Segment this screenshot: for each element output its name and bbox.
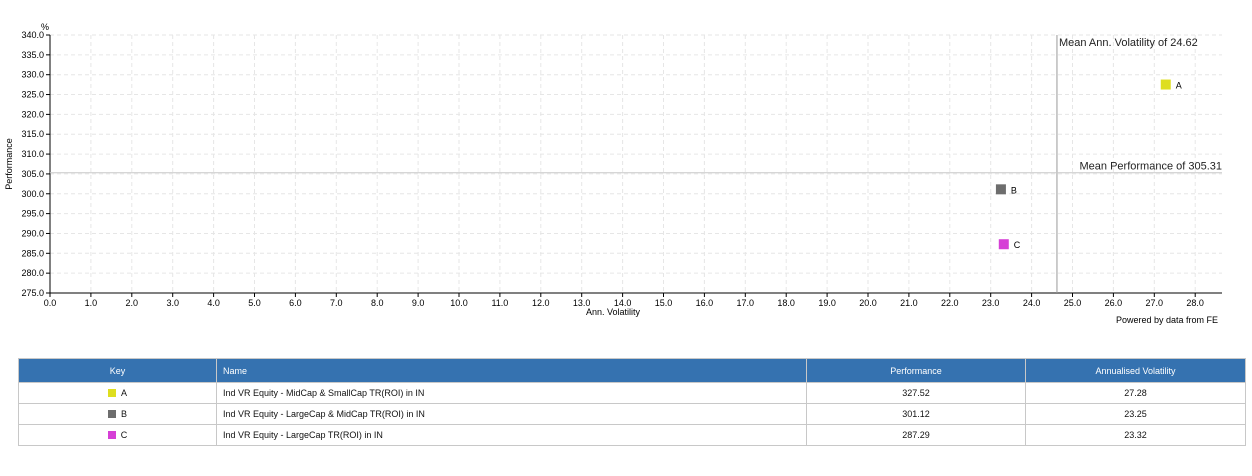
y-tick-label: 320.0	[21, 109, 44, 119]
x-tick-label: 17.0	[737, 298, 755, 308]
x-tick-label: 15.0	[655, 298, 673, 308]
data-point-label: C	[1014, 240, 1021, 250]
x-tick-label: 8.0	[371, 298, 384, 308]
x-tick-label: 10.0	[450, 298, 468, 308]
x-tick-label: 23.0	[982, 298, 1000, 308]
y-tick-label: 295.0	[21, 209, 44, 219]
y-tick-label: 285.0	[21, 248, 44, 258]
row-name: Ind VR Equity - LargeCap TR(ROI) in IN	[216, 424, 807, 446]
row-volatility: 23.32	[1025, 424, 1246, 446]
row-performance: 301.12	[806, 403, 1026, 425]
row-name: Ind VR Equity - MidCap & SmallCap TR(ROI…	[216, 382, 807, 404]
x-tick-label: 18.0	[777, 298, 795, 308]
header-performance: Performance	[806, 358, 1026, 383]
mean-performance-label: Mean Performance of 305.31	[1080, 161, 1222, 173]
x-tick-label: 4.0	[207, 298, 220, 308]
row-key-cell: B	[18, 403, 217, 425]
x-tick-label: 21.0	[900, 298, 918, 308]
color-swatch	[107, 431, 116, 439]
x-tick-label: 26.0	[1105, 298, 1123, 308]
y-tick-label: 340.0	[21, 30, 44, 40]
x-tick-label: 27.0	[1146, 298, 1164, 308]
table-row: A Ind VR Equity - MidCap & SmallCap TR(R…	[18, 382, 1246, 404]
y-tick-label: 330.0	[21, 70, 44, 80]
x-tick-label: 6.0	[289, 298, 302, 308]
x-tick-label: 20.0	[859, 298, 877, 308]
table-row: C Ind VR Equity - LargeCap TR(ROI) in IN…	[18, 424, 1246, 446]
row-name: Ind VR Equity - LargeCap & MidCap TR(ROI…	[216, 403, 807, 425]
table-row: B Ind VR Equity - LargeCap & MidCap TR(R…	[18, 403, 1246, 425]
data-point-a	[1160, 79, 1171, 90]
y-tick-label: 300.0	[21, 189, 44, 199]
data-point-label: A	[1176, 81, 1182, 91]
x-tick-label: 13.0	[573, 298, 591, 308]
row-key-label: A	[120, 388, 127, 398]
y-tick-label: 290.0	[21, 228, 44, 238]
y-tick-label: 310.0	[21, 149, 44, 159]
row-key-cell: A	[18, 382, 217, 404]
y-tick-label: 275.0	[21, 288, 44, 298]
x-tick-label: 3.0	[166, 298, 179, 308]
color-swatch	[107, 410, 116, 418]
row-key-label: C	[120, 430, 128, 440]
y-tick-label: 335.0	[21, 50, 44, 60]
data-point-b	[995, 184, 1006, 195]
x-tick-label: 28.0	[1186, 298, 1204, 308]
row-performance: 327.52	[806, 382, 1026, 404]
header-volatility: Annualised Volatility	[1025, 358, 1246, 383]
color-swatch	[107, 389, 116, 397]
y-axis-title: Performance	[4, 138, 14, 190]
data-credit: Powered by data from FE	[1115, 315, 1218, 325]
y-tick-label: 280.0	[21, 268, 44, 278]
y-tick-label: 325.0	[21, 90, 44, 100]
row-key-cell: C	[18, 424, 217, 446]
x-tick-label: 19.0	[818, 298, 836, 308]
x-axis-title: Ann. Volatility	[586, 307, 641, 317]
x-tick-label: 16.0	[696, 298, 714, 308]
header-name: Name	[216, 358, 807, 383]
x-tick-label: 25.0	[1064, 298, 1082, 308]
x-tick-label: 24.0	[1023, 298, 1041, 308]
header-key: Key	[18, 358, 217, 383]
x-tick-label: 5.0	[248, 298, 261, 308]
x-tick-label: 9.0	[412, 298, 425, 308]
row-volatility: 27.28	[1025, 382, 1246, 404]
row-volatility: 23.25	[1025, 403, 1246, 425]
row-key-label: B	[120, 409, 127, 419]
x-tick-label: 7.0	[330, 298, 343, 308]
y-tick-label: 315.0	[21, 129, 44, 139]
y-unit-label: %	[41, 22, 49, 32]
key-table: Key Name Performance Annualised Volatili…	[18, 358, 1246, 446]
x-tick-label: 1.0	[85, 298, 98, 308]
scatter-chart: 275.0 280.0 285.0 290.0 295.0 300.0 305.0 310.0…	[4, 22, 1222, 317]
data-point-c	[998, 239, 1009, 250]
x-tick-label: 0.0	[44, 298, 57, 308]
x-tick-label: 2.0	[126, 298, 139, 308]
y-tick-label: 305.0	[21, 169, 44, 179]
table-header-row: Key Name Performance Annualised Volatili…	[18, 358, 1246, 383]
row-performance: 287.29	[806, 424, 1026, 446]
mean-volatility-label: Mean Ann. Volatility of 24.62	[1059, 37, 1198, 49]
x-tick-label: 22.0	[941, 298, 959, 308]
data-point-label: B	[1011, 185, 1017, 195]
x-tick-label: 11.0	[491, 298, 508, 308]
x-tick-label: 14.0	[614, 298, 632, 308]
x-tick-label: 12.0	[532, 298, 550, 308]
